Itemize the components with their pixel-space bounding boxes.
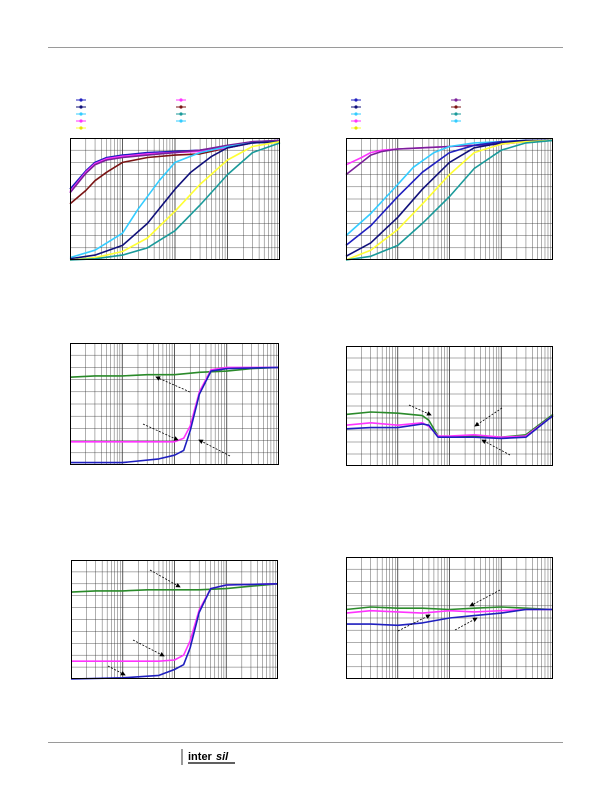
callout-arrow xyxy=(469,589,501,607)
plot-frame xyxy=(70,343,279,465)
legend-marker xyxy=(76,105,86,109)
series-line-2 xyxy=(70,366,279,443)
svg-text:sil: sil xyxy=(216,751,229,763)
series-line-6 xyxy=(345,139,554,261)
callout-arrow xyxy=(107,665,126,676)
legend-marker xyxy=(176,98,186,102)
legend-marker xyxy=(176,105,186,109)
plot-frame xyxy=(346,346,553,466)
header-rule xyxy=(48,47,563,48)
series-line-7 xyxy=(345,139,554,261)
series-line-3 xyxy=(346,608,553,627)
callout-arrow xyxy=(397,614,431,632)
callout-arrow xyxy=(132,639,165,657)
callout-arrow xyxy=(149,569,181,588)
plot-frame xyxy=(346,138,553,260)
legend-marker xyxy=(176,112,186,116)
series-line-1 xyxy=(70,583,279,593)
grid xyxy=(346,138,553,260)
footer-rule xyxy=(48,742,563,743)
callout-arrow xyxy=(155,376,191,393)
grid xyxy=(70,138,280,260)
legend-marker xyxy=(176,119,186,123)
legend-marker xyxy=(351,119,361,123)
chart-panel-5 xyxy=(70,560,279,680)
plot-frame xyxy=(71,560,278,679)
chart-panel-1 xyxy=(69,138,281,261)
intersil-logo: inter sil xyxy=(180,748,250,766)
callout-arrow xyxy=(408,404,432,416)
legend-marker xyxy=(351,98,361,102)
legend-top-right xyxy=(351,98,461,130)
legend-top-left xyxy=(76,98,186,130)
callout-arrow xyxy=(454,617,478,631)
series-line-3 xyxy=(345,414,554,440)
legend-marker xyxy=(451,112,461,116)
callout-arrow xyxy=(198,439,231,457)
chart-panel-3 xyxy=(69,343,280,465)
series-line-6 xyxy=(69,140,281,260)
legend-marker xyxy=(76,119,86,123)
series-line-7 xyxy=(69,140,281,261)
series-line-3 xyxy=(70,583,279,680)
chart-panel-4 xyxy=(345,346,554,466)
legend-marker xyxy=(451,98,461,102)
grid xyxy=(70,343,279,465)
legend-marker xyxy=(76,112,86,116)
series-line-1 xyxy=(69,366,280,378)
callout-arrow xyxy=(474,407,503,427)
plot-frame xyxy=(70,138,280,260)
svg-text:inter: inter xyxy=(188,751,213,763)
chart-panel-2 xyxy=(345,138,554,261)
legend-marker xyxy=(76,126,86,130)
legend-marker xyxy=(351,126,361,130)
callout-arrow xyxy=(481,439,511,456)
series-line-4 xyxy=(69,139,281,194)
series-line-8 xyxy=(69,142,281,261)
legend-marker xyxy=(351,105,361,109)
plot-frame xyxy=(346,557,553,679)
legend-marker xyxy=(351,112,361,116)
series-line-1 xyxy=(345,606,554,611)
series-line-3 xyxy=(70,366,280,464)
series-line-5 xyxy=(345,139,553,258)
grid xyxy=(346,346,553,466)
legend-marker xyxy=(451,105,461,109)
legend-marker xyxy=(451,119,461,123)
callout-arrow xyxy=(142,423,179,441)
legend-marker xyxy=(76,98,86,102)
grid xyxy=(71,560,278,679)
